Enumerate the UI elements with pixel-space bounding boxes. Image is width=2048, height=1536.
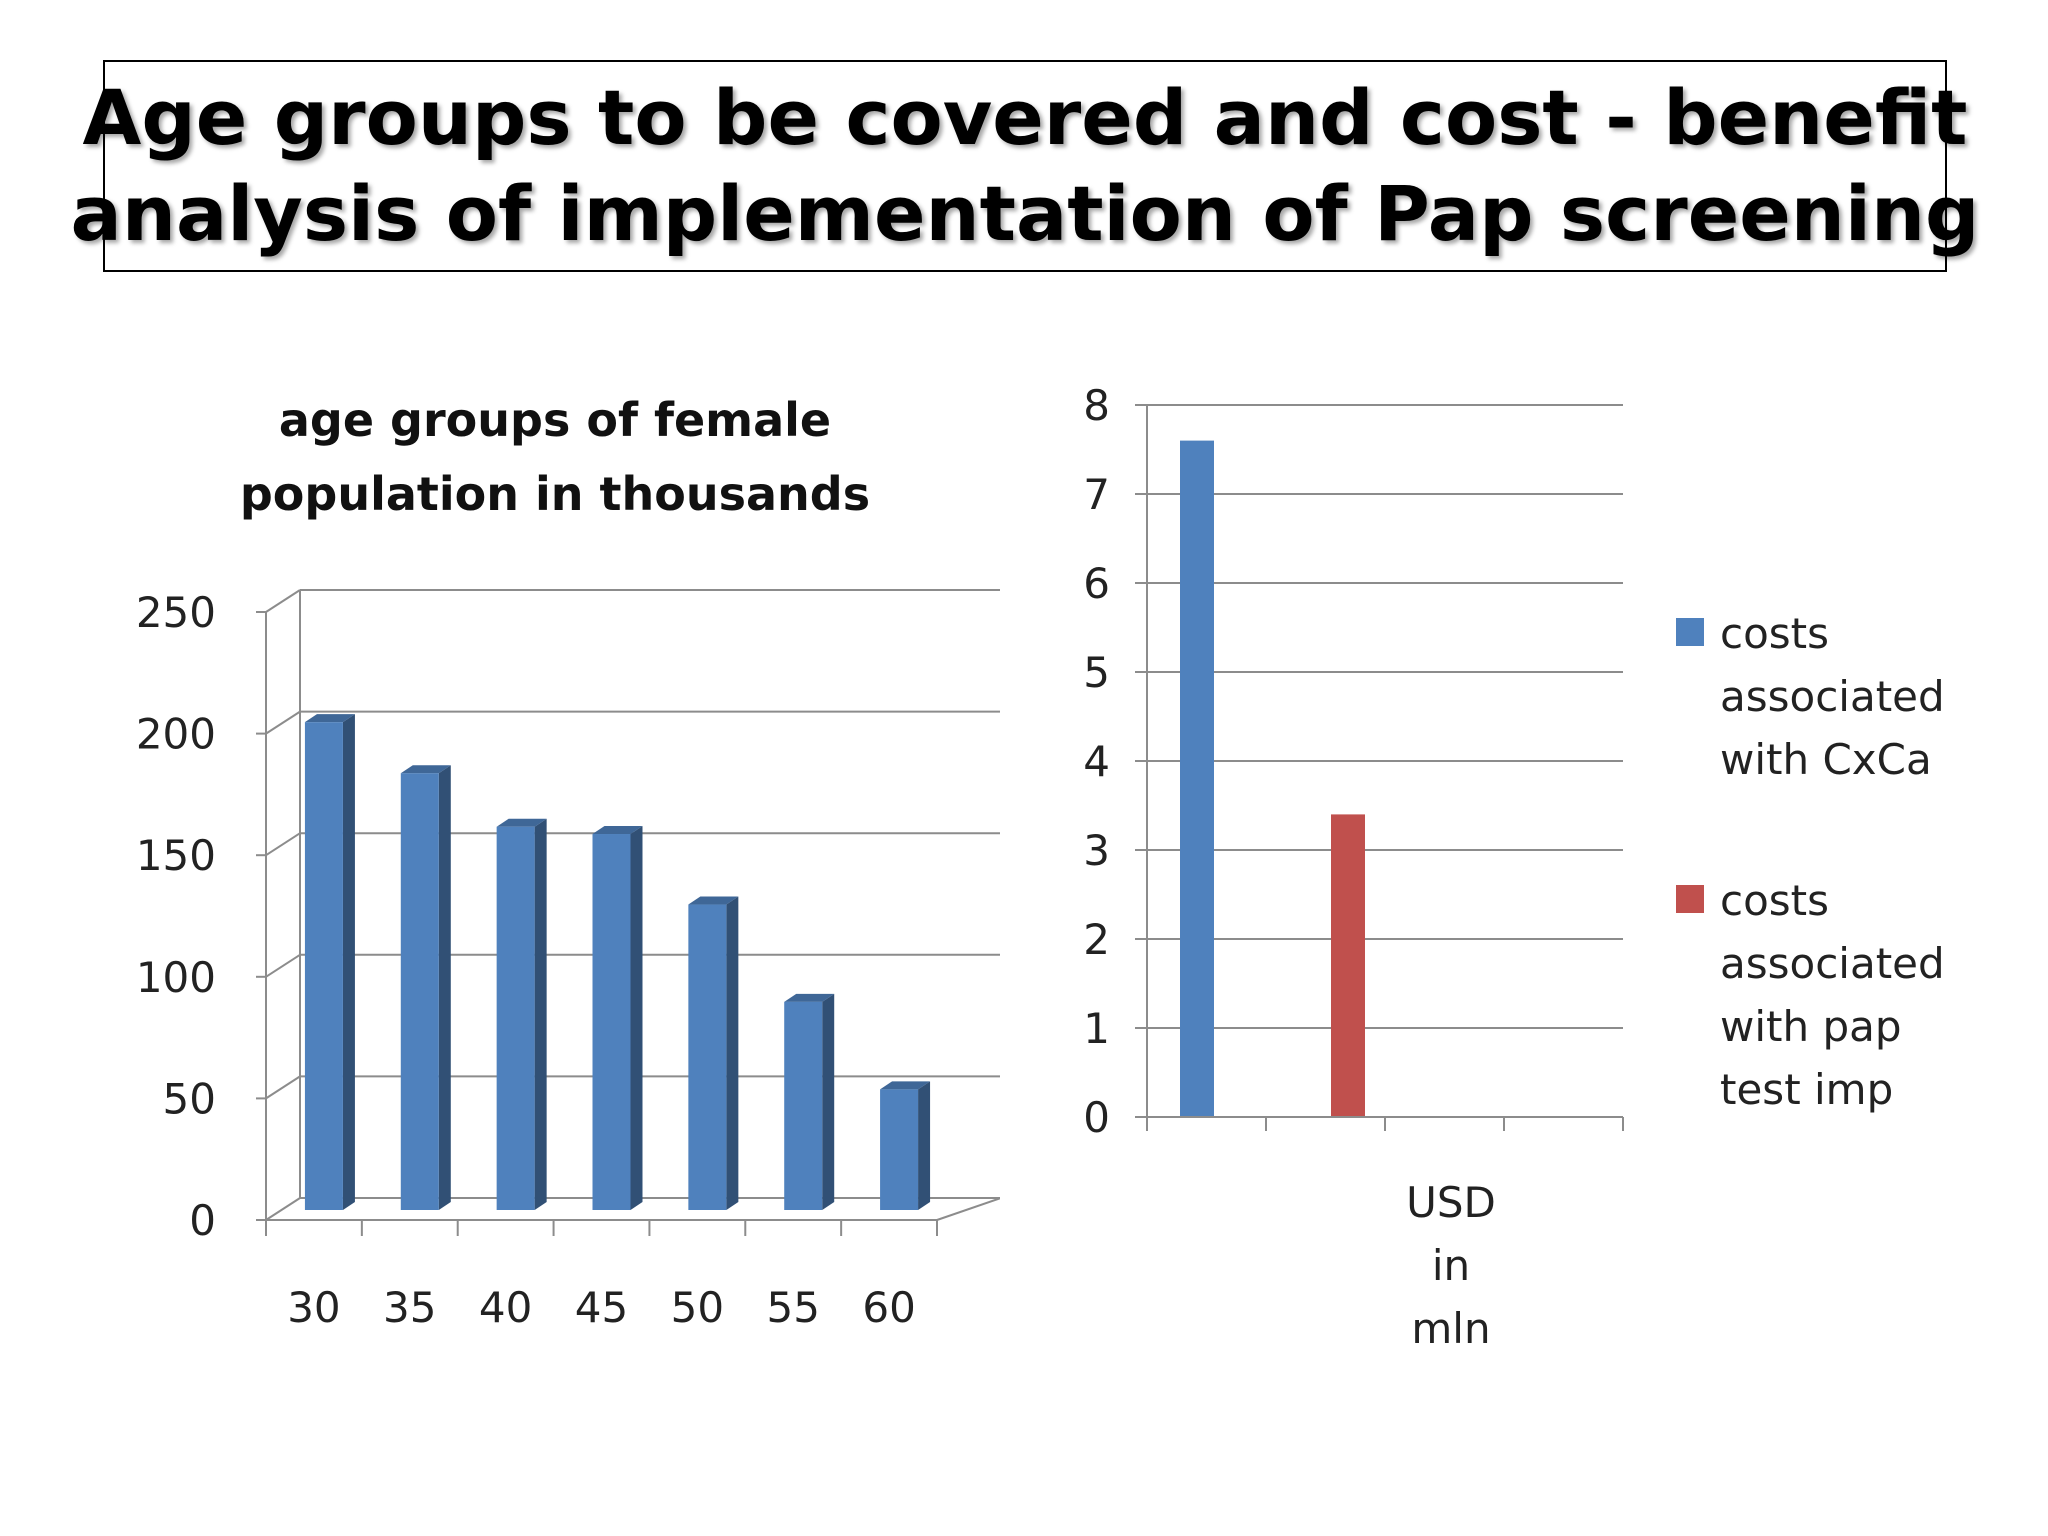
chart1-bar: [592, 834, 631, 1210]
chart1-x-tick-label: 35: [383, 1283, 436, 1332]
chart1-title-line-2: population in thousands: [240, 467, 870, 521]
chart2-x-axis-label: in: [1432, 1241, 1470, 1290]
chart1-bar-side: [534, 818, 547, 1210]
chart1-bar-side: [918, 1081, 931, 1210]
chart1-bar-top: [496, 818, 547, 827]
chart1-y-tick-label: 0: [189, 1196, 216, 1245]
slide-title-line-1: Age groups to be covered and cost - bene…: [82, 73, 1968, 162]
chart1-bar-side: [726, 896, 739, 1210]
population-bar-chart: age groups of female population in thous…: [136, 393, 1000, 1332]
chart2-x-axis-label: mln: [1411, 1304, 1490, 1353]
chart1-side-gridline: [265, 953, 301, 978]
chart2-bar: [1180, 440, 1214, 1118]
chart1-y-tick-label: 100: [136, 953, 216, 1002]
chart1-bar: [688, 904, 727, 1210]
chart1-bar-top: [304, 714, 355, 723]
chart1-side-gridline: [265, 589, 301, 613]
chart1-x-tick-label: 40: [479, 1283, 532, 1332]
chart2-legend-label: costs associated with pap test imp: [1720, 876, 1945, 1114]
chart1-bar: [784, 1001, 823, 1210]
chart1-bar-top: [400, 765, 451, 774]
chart1-bar-top: [688, 896, 739, 905]
chart1-bar: [496, 826, 535, 1210]
chart1-y-tick-label: 150: [136, 831, 216, 880]
chart1-x-tick-label: 60: [862, 1283, 915, 1332]
chart2-y-tick-label: 4: [1083, 737, 1110, 786]
chart1-x-tick-label: 45: [575, 1283, 628, 1332]
chart1-title-line-1: age groups of female: [279, 393, 831, 447]
chart2-y-tick-label: 2: [1083, 915, 1110, 964]
chart1-bar: [880, 1089, 919, 1210]
slide-title-line-2: analysis of implementation of Pap screen…: [70, 169, 1980, 258]
chart1-x-tick-label: 30: [287, 1283, 340, 1332]
chart1-y-tick-label: 200: [136, 710, 216, 759]
chart2-bar: [1331, 814, 1365, 1117]
chart1-bar-top: [880, 1081, 931, 1090]
chart2-y-tick-label: 5: [1083, 648, 1110, 697]
chart1-side-gridline: [265, 832, 301, 857]
chart1-side-gridline: [265, 1197, 301, 1221]
chart1-bar-side: [438, 765, 451, 1210]
chart1-y-tick-label: 250: [136, 588, 216, 637]
chart2-y-tick-label: 1: [1083, 1004, 1110, 1053]
chart2-legend-swatch: [1676, 618, 1704, 646]
slide-title-box: Age groups to be covered and cost - bene…: [71, 60, 1979, 272]
chart1-bar-top: [784, 993, 835, 1002]
chart2-y-tick-label: 6: [1083, 559, 1110, 608]
chart1-x-tick-label: 55: [766, 1283, 819, 1332]
chart1-x-tick-label: 50: [671, 1283, 724, 1332]
chart1-y-tick-label: 50: [163, 1074, 216, 1123]
chart1-bar: [304, 722, 343, 1210]
chart1-side-gridline: [265, 710, 301, 735]
chart2-y-tick-label: 0: [1083, 1093, 1110, 1142]
chart1-bar-side: [342, 714, 355, 1210]
chart1-side-gridline: [265, 1075, 301, 1100]
chart1-bar: [400, 773, 439, 1210]
chart1-floor-edge: [936, 1197, 1000, 1221]
chart2-legend-swatch: [1676, 885, 1704, 913]
chart2-y-tick-label: 7: [1083, 470, 1110, 519]
chart2-x-axis-label: USD: [1406, 1178, 1496, 1227]
chart1-bar-top: [592, 826, 643, 835]
chart2-y-tick-label: 3: [1083, 826, 1110, 875]
chart1-bar-side: [822, 993, 835, 1210]
chart2-y-tick-label: 8: [1083, 381, 1110, 430]
chart1-bar-side: [630, 826, 643, 1210]
chart2-legend-label: costs associated with CxCa: [1720, 609, 1945, 784]
